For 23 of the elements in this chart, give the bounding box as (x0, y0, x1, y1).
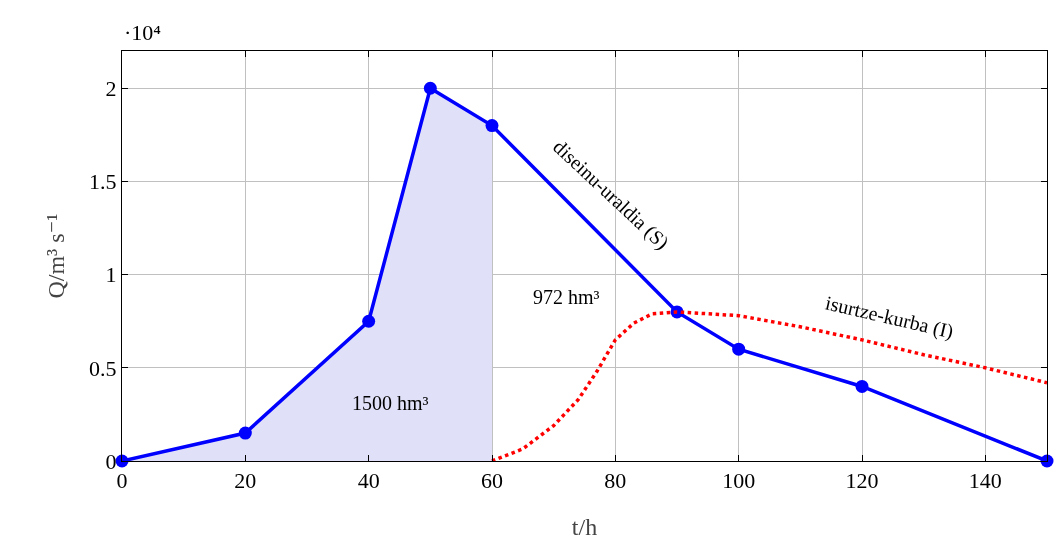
point (238, 426, 252, 440)
point (855, 379, 869, 393)
y-tick-label: 1 (105, 262, 117, 288)
x-tick-label: 60 (481, 468, 503, 494)
annotation: 972 hm³ (533, 286, 600, 308)
y-tick-label: 0.5 (89, 355, 117, 381)
x-tick-label: 20 (234, 468, 257, 494)
y-axis-title: Q/m³ s⁻¹ (43, 213, 69, 299)
x-axis-title: t/h (571, 514, 598, 540)
x-tick-label: 120 (845, 468, 879, 494)
point (423, 81, 437, 95)
y-tick-label: 2 (105, 75, 117, 101)
x-tick-label: 140 (968, 468, 1002, 494)
x-tick-label: 100 (722, 468, 756, 494)
point (732, 342, 746, 356)
y-tick-label: 0 (105, 448, 117, 474)
x-tick-label: 80 (604, 468, 627, 494)
point (362, 314, 376, 328)
x-tick-label: 40 (357, 468, 380, 494)
point (485, 119, 499, 133)
y-tick-label: 1.5 (89, 169, 117, 195)
text: ·10⁴ (124, 20, 162, 45)
annotation: 1500 hm³ (352, 392, 429, 414)
